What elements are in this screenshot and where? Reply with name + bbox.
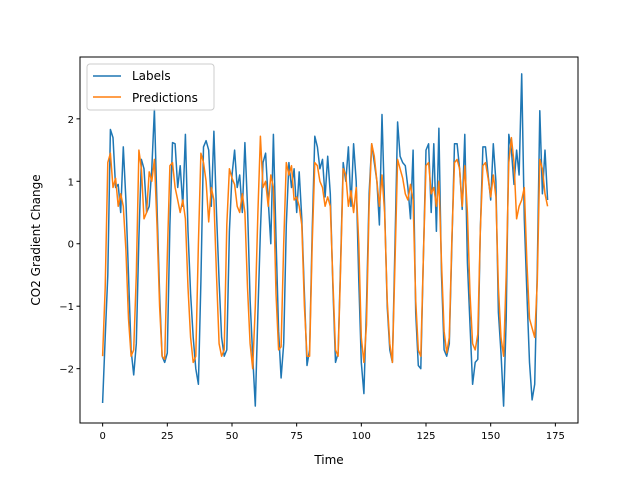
legend-label-labels: Labels <box>132 69 171 83</box>
y-tick-label: −1 <box>59 302 74 313</box>
x-tick-label: 50 <box>226 431 239 442</box>
x-tick-label: 75 <box>290 431 303 442</box>
x-tick-label: 125 <box>416 431 435 442</box>
x-tick-label: 175 <box>546 431 565 442</box>
x-tick-label: 100 <box>352 431 371 442</box>
x-tick-label: 150 <box>481 431 500 442</box>
y-axis-label: CO2 Gradient Change <box>29 174 43 305</box>
series-line-labels <box>101 73 549 407</box>
y-tick-label: 2 <box>68 115 74 126</box>
legend: Labels Predictions <box>86 63 215 111</box>
series-line-predictions <box>101 135 549 370</box>
y-tick-label: 0 <box>68 240 74 251</box>
legend-label-predictions: Predictions <box>132 91 198 105</box>
y-tick-label: −2 <box>59 365 74 376</box>
axes-frame <box>79 56 579 424</box>
x-tick-label: 25 <box>161 431 174 442</box>
y-tick-label: 1 <box>68 177 74 188</box>
x-tick-label: 0 <box>99 431 105 442</box>
x-axis-label: Time <box>313 453 343 467</box>
